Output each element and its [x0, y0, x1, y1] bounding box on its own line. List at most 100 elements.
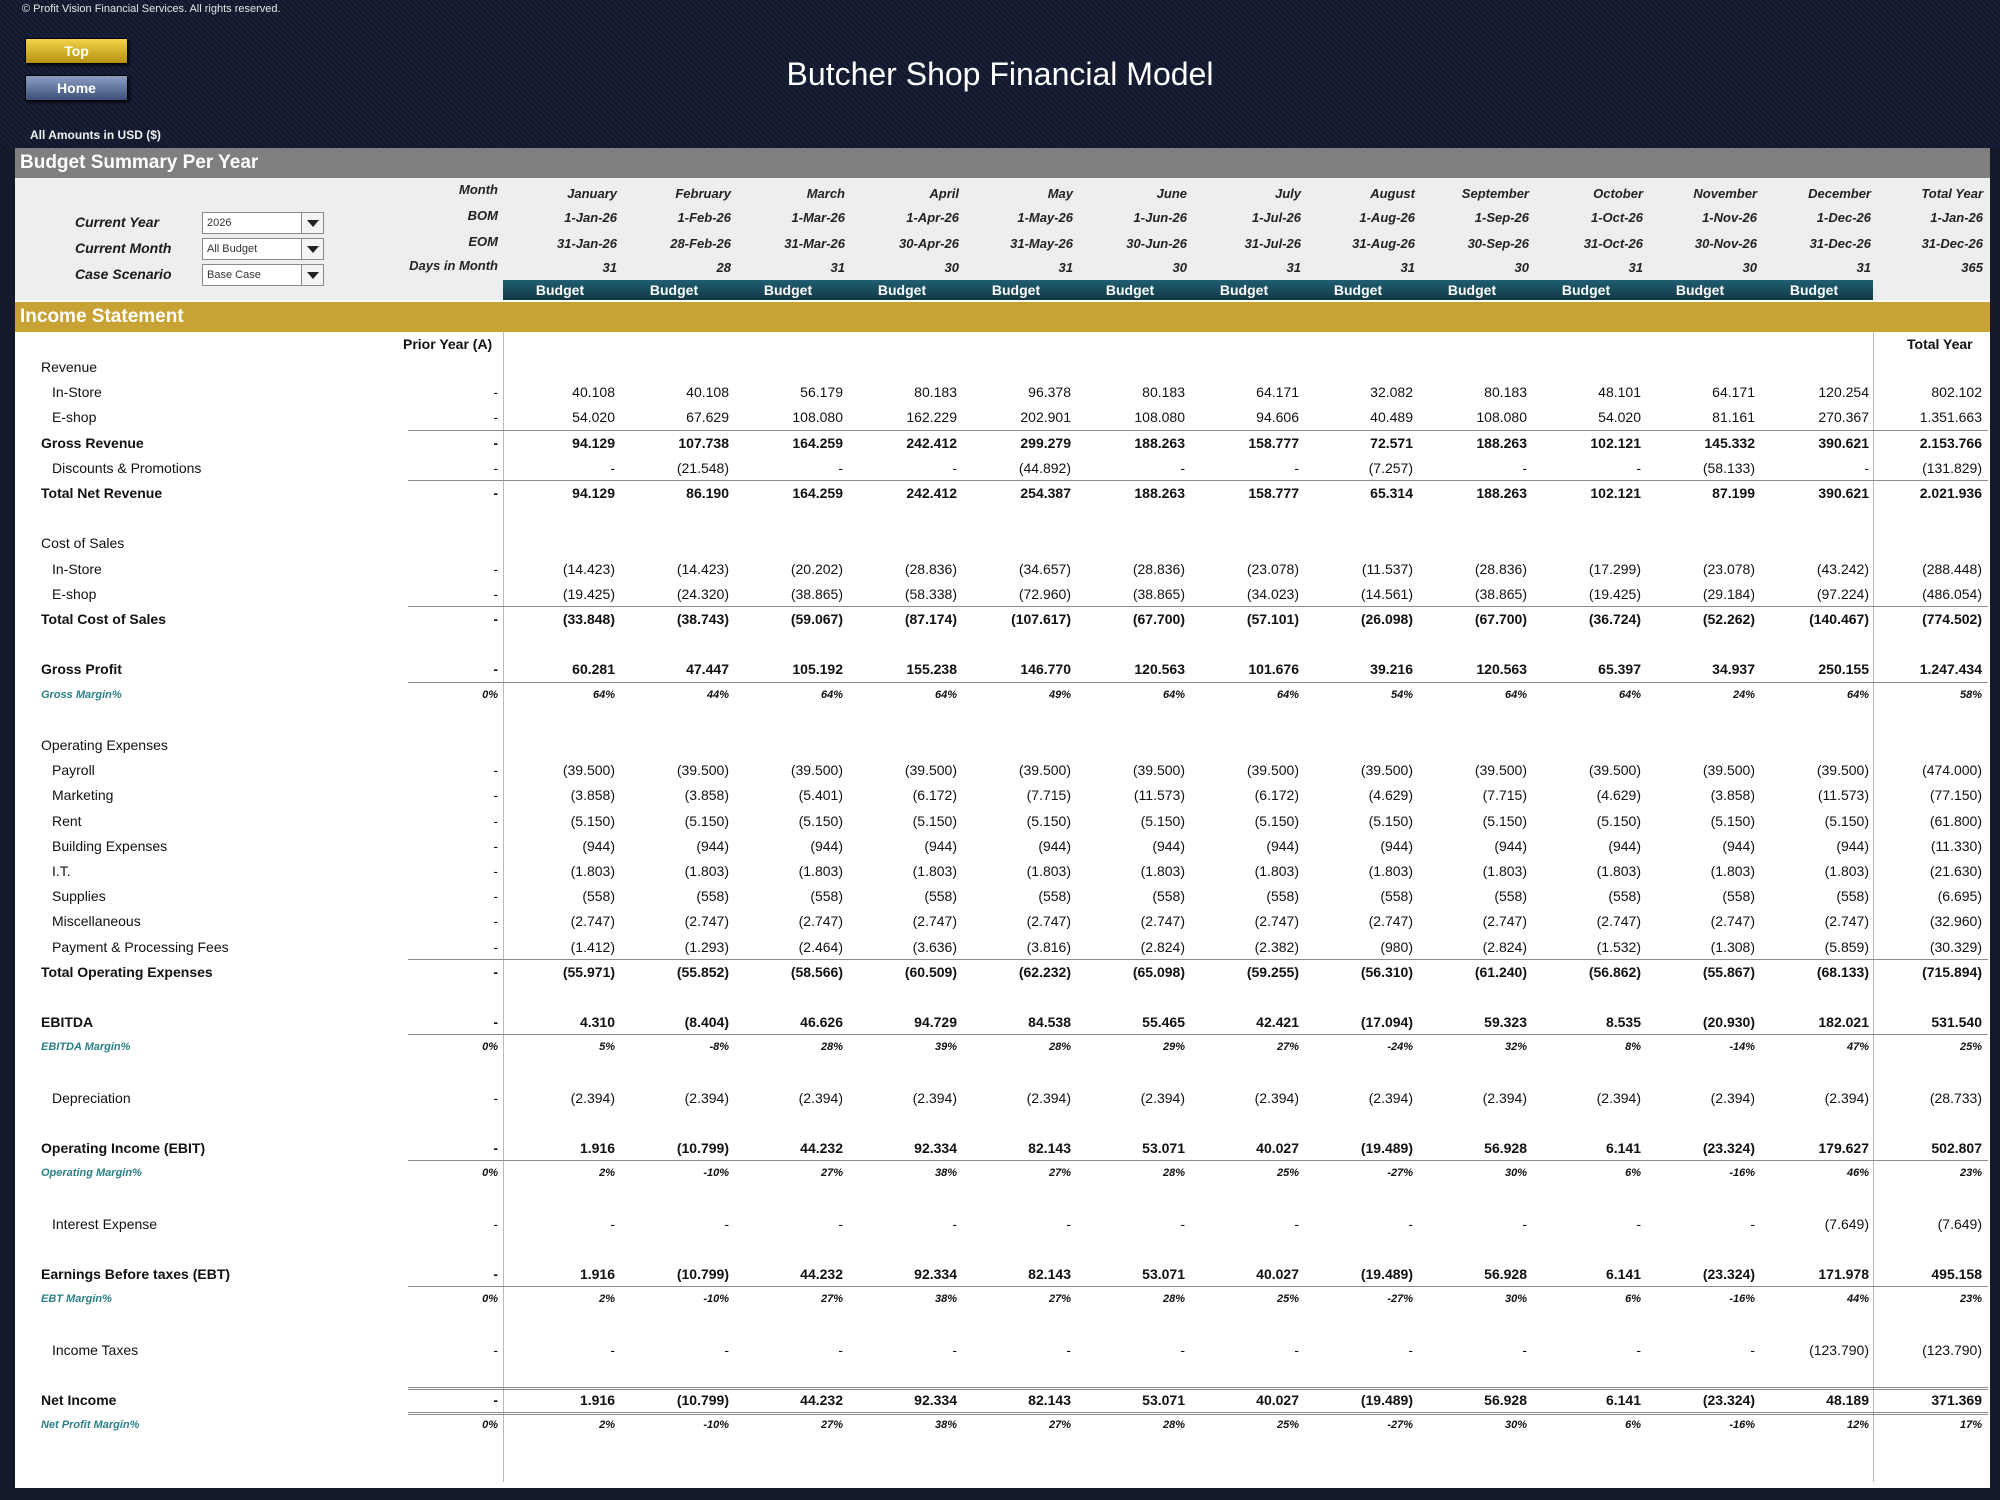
table-row: Gross Revenue - 94.129 107.738 164.259 242.41…	[15, 429, 1990, 455]
current-month-label: Current Month	[75, 240, 172, 256]
prior-year-value: -	[493, 888, 498, 905]
cell-value: 2%	[599, 1167, 615, 1180]
cell-value: 242.412	[906, 485, 957, 501]
month-days: 31	[830, 260, 845, 275]
row-label: EBITDA	[41, 1014, 94, 1031]
total-year-value: (7.649)	[1937, 1215, 1982, 1232]
cell-value: (558)	[1608, 888, 1641, 905]
cell-value: -	[952, 459, 957, 476]
cell-value: (6.172)	[1254, 787, 1299, 804]
cell-value: (52.262)	[1702, 611, 1755, 627]
cell-value: (2.394)	[1368, 1089, 1413, 1106]
prior-year-value: 0%	[482, 688, 498, 701]
cell-value: (2.394)	[1824, 1089, 1869, 1106]
cell-value: -	[838, 459, 843, 476]
cell-value: (23.078)	[1702, 560, 1755, 577]
cell-value: (55.867)	[1702, 963, 1755, 980]
month-eom: 31-Oct-26	[1583, 236, 1643, 251]
cell-value: 84.538	[1028, 1014, 1071, 1031]
cell-value: 6%	[1625, 1167, 1641, 1180]
cell-value: -	[1180, 459, 1185, 476]
cell-value: (558)	[810, 888, 843, 905]
row-label: Marketing	[52, 787, 114, 804]
cell-value: (39.500)	[562, 762, 615, 779]
month-name: July	[1274, 186, 1301, 201]
cell-value: 53.071	[1142, 1140, 1185, 1157]
prior-year-value: -	[493, 1014, 498, 1031]
month-eom: 31-May-26	[1010, 236, 1073, 251]
budget-label: Budget	[1219, 282, 1269, 298]
cell-value: (1.293)	[684, 938, 729, 955]
prior-year-value: -	[493, 409, 498, 426]
chevron-down-icon[interactable]	[301, 265, 323, 285]
chevron-down-icon[interactable]	[301, 213, 323, 233]
spacer-row	[15, 707, 1990, 732]
cell-value: (19.489)	[1360, 1392, 1413, 1409]
cell-value: (62.232)	[1018, 963, 1071, 980]
cell-value: -	[1180, 1215, 1185, 1232]
month-eom: 31-Aug-26	[1352, 236, 1415, 251]
cell-value: 60.281	[572, 661, 615, 678]
case-scenario-select[interactable]: Base Case	[202, 264, 324, 286]
cell-value: (944)	[1836, 837, 1869, 854]
cell-value: 107.738	[678, 434, 729, 451]
chevron-down-icon[interactable]	[301, 239, 323, 259]
prior-year-value: -	[493, 485, 498, 501]
cell-value: (5.859)	[1824, 938, 1869, 955]
cell-value: (17.299)	[1588, 560, 1641, 577]
cell-value: (24.320)	[676, 585, 729, 602]
cell-value: (558)	[1722, 888, 1755, 905]
table-row: Supplies - (558) (558) (558) (558) (558) (558) (…	[15, 883, 1990, 908]
cell-value: (2.747)	[684, 913, 729, 930]
cell-value: 164.259	[792, 434, 843, 451]
month-days: 30	[1742, 260, 1757, 275]
current-year-select[interactable]: 2026	[202, 212, 324, 234]
current-month-select[interactable]: All Budget	[202, 238, 324, 260]
row-label: Net Profit Margin%	[41, 1419, 140, 1432]
cell-value: (1.803)	[570, 863, 615, 879]
month-days: 31	[602, 260, 617, 275]
cell-value: (944)	[1722, 837, 1755, 854]
cell-value: (67.700)	[1132, 611, 1185, 627]
cell-value: 38%	[934, 1293, 957, 1306]
cell-value: (8.404)	[684, 1014, 729, 1031]
home-button[interactable]: Home	[25, 75, 128, 101]
cell-value: 54%	[1390, 688, 1413, 701]
prior-year-value: -	[493, 560, 498, 577]
cell-value: (1.803)	[1026, 863, 1071, 879]
cell-value: (11.573)	[1133, 787, 1185, 804]
cell-value: (2.394)	[1140, 1089, 1185, 1106]
prior-year-value: -	[493, 863, 498, 879]
cell-value: (2.394)	[570, 1089, 615, 1106]
table-row: Total Net Revenue - 94.129 86.190 164.259 242…	[15, 480, 1990, 505]
total-year-value: 1.247.434	[1919, 661, 1982, 678]
top-button[interactable]: Top	[25, 38, 128, 64]
cell-value: 40.108	[686, 384, 729, 401]
total-year-value: 17%	[1959, 1419, 1982, 1432]
month-days: 31	[1400, 260, 1415, 275]
cell-value: (5.150)	[1140, 812, 1185, 829]
cell-value: (6.172)	[912, 787, 957, 804]
cell-value: -	[952, 1215, 957, 1232]
row-label: Earnings Before taxes (EBT)	[41, 1266, 231, 1283]
spacer-row	[15, 1186, 1990, 1211]
month-name: March	[806, 186, 845, 201]
cell-value: 188.263	[1476, 485, 1527, 501]
cell-value: (123.790)	[1809, 1341, 1869, 1358]
cell-value: -	[838, 1215, 843, 1232]
table-row: Operating Expenses	[15, 732, 1990, 757]
row-label: Operating Income (EBIT)	[41, 1140, 206, 1157]
cell-value: (55.971)	[562, 963, 615, 980]
cell-value: (14.561)	[1360, 585, 1413, 602]
row-label: EBITDA Margin%	[41, 1041, 131, 1054]
cell-value: 188.263	[1134, 485, 1185, 501]
cell-value: 27%	[820, 1293, 843, 1306]
cell-value: (558)	[1266, 888, 1299, 905]
cell-value: (2.747)	[798, 913, 843, 930]
cell-value: (20.930)	[1702, 1014, 1755, 1031]
total-year-value: 2.021.936	[1919, 485, 1982, 501]
table-row: Gross Profit - 60.281 47.447 105.192 155.238 1…	[15, 656, 1990, 681]
cell-value: 48.101	[1598, 384, 1641, 401]
prior-year-value: 0%	[482, 1293, 498, 1306]
cell-value: (59.067)	[790, 611, 843, 627]
